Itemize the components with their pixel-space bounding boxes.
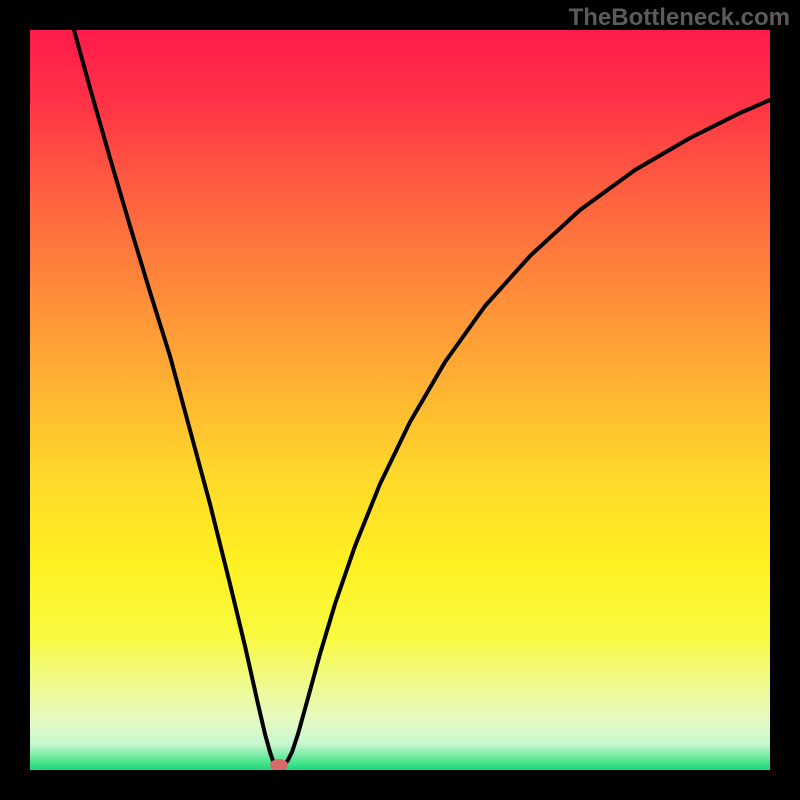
optimal-point-marker: [270, 759, 288, 770]
watermark-text: TheBottleneck.com: [569, 4, 790, 32]
plot-area: [30, 30, 770, 770]
bottleneck-curve: [30, 30, 770, 770]
